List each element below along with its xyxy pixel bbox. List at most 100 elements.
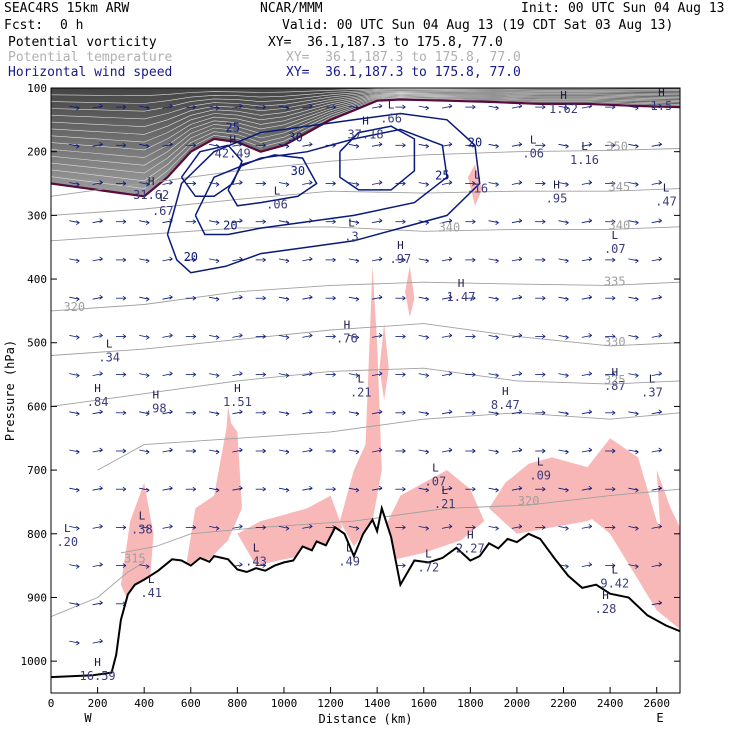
circulation-vector-head <box>472 219 476 225</box>
circulation-vector-head <box>658 103 662 109</box>
circulation-vector <box>232 182 243 185</box>
circulation-vector <box>302 182 313 185</box>
circulation-vector-head <box>448 524 453 529</box>
y-tick-label: 500 <box>27 337 47 350</box>
circulation-vector-head <box>402 486 406 492</box>
circulation-vector-head <box>309 256 313 262</box>
circulation-vector <box>651 564 662 567</box>
circulation-vector-head <box>262 563 266 568</box>
circulation-vector <box>581 182 592 185</box>
circulation-vector-head <box>76 449 80 455</box>
circulation-vector-head <box>285 182 290 187</box>
circulation-vector-head <box>425 411 429 417</box>
extremum-type-label: L <box>348 217 355 230</box>
circulation-vector <box>628 373 639 376</box>
circulation-vector-head <box>99 485 103 491</box>
circulation-vector-head <box>378 371 383 376</box>
circulation-vector-head <box>402 563 406 568</box>
circulation-vector-head <box>378 218 383 224</box>
x-tick-label: 1200 <box>317 697 344 710</box>
circulation-vector-head <box>518 409 523 415</box>
circulation-vector <box>348 220 359 224</box>
extremum-type-label: H <box>152 388 159 401</box>
circulation-vector-head <box>355 449 360 455</box>
extremum-type-label: L <box>581 140 588 153</box>
circulation-vector <box>418 220 429 224</box>
y-tick-label: 400 <box>27 273 47 286</box>
extremum-value-label: .72 <box>418 561 440 575</box>
circulation-vector <box>488 143 499 147</box>
extremum-value-label: 1.16 <box>570 153 599 167</box>
circulation-vector-head <box>192 219 197 225</box>
circulation-vector <box>69 564 80 567</box>
circulation-vector-head <box>635 449 639 455</box>
circulation-vector <box>302 526 313 529</box>
circulation-vector <box>651 411 662 415</box>
circulation-vector-head <box>122 525 127 530</box>
extremum-type-label: L <box>253 541 260 554</box>
circulation-vector-head <box>145 449 150 455</box>
circulation-vector-head <box>215 258 220 264</box>
circulation-vector <box>488 105 499 109</box>
circulation-vector-head <box>239 218 243 224</box>
circulation-vector <box>581 373 592 376</box>
circulation-vector-head <box>145 564 150 569</box>
circulation-vector <box>348 487 359 491</box>
circulation-vector-head <box>588 447 593 453</box>
circulation-vector <box>278 411 290 415</box>
circulation-vector-head <box>145 296 150 302</box>
circulation-vector-head <box>541 372 546 377</box>
circulation-vector-head <box>425 526 429 531</box>
circulation-vector-head <box>99 103 103 109</box>
circulation-vector <box>441 487 453 491</box>
circulation-vector <box>628 220 639 224</box>
circulation-vector-head <box>99 371 103 376</box>
circulation-vector-head <box>239 294 243 300</box>
circulation-vector <box>558 258 569 262</box>
west-end-label: W <box>84 711 92 725</box>
circulation-vector-head <box>355 373 360 378</box>
circulation-vector-head <box>402 372 406 377</box>
wind-contour-label: 25 <box>225 120 239 134</box>
fcst-value: 0 h <box>60 18 84 33</box>
circulation-vector-head <box>635 373 639 378</box>
circulation-vector <box>511 258 522 262</box>
circulation-vector <box>372 296 383 300</box>
circulation-vector-head <box>122 563 127 568</box>
circulation-vector-head <box>215 373 220 378</box>
circulation-vector-head <box>99 600 103 606</box>
circulation-vector-head <box>448 180 453 185</box>
pv-isoline <box>51 90 680 120</box>
circulation-vector-head <box>518 447 523 453</box>
circulation-vector-head <box>472 486 476 492</box>
circulation-vector-head <box>99 447 103 453</box>
extremum-type-label: L <box>346 541 353 554</box>
circulation-vector <box>581 220 592 224</box>
circulation-vector <box>278 296 290 300</box>
circulation-vector-head <box>355 220 360 226</box>
y-tick-label: 700 <box>27 464 47 477</box>
circulation-vector <box>162 296 173 300</box>
circulation-vector-head <box>169 333 173 338</box>
extremum-type-label: L <box>530 134 537 147</box>
circulation-vector-head <box>611 219 616 225</box>
circulation-vector <box>162 449 173 453</box>
circulation-vector-head <box>472 104 476 110</box>
pv-isoline <box>51 97 680 182</box>
east-end-label: E <box>656 711 663 725</box>
extremum-type-label: L <box>663 181 670 194</box>
extremum-value-label: .3 <box>344 230 358 244</box>
circulation-vector-head <box>378 180 383 185</box>
circulation-vector-head <box>565 105 569 111</box>
circulation-vector <box>69 449 80 453</box>
circulation-vector <box>441 105 453 109</box>
circulation-vector <box>162 411 173 415</box>
circulation-vector <box>209 143 220 147</box>
circulation-vector-head <box>518 371 523 376</box>
circulation-vector-head <box>425 258 429 264</box>
circulation-vector-head <box>448 141 453 147</box>
circulation-vector <box>511 296 522 300</box>
circulation-vector <box>139 449 150 453</box>
theta-contour <box>120 488 680 554</box>
